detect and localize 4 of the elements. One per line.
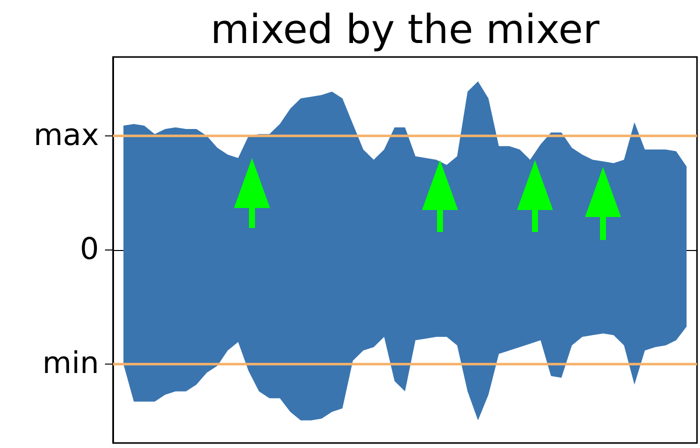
ref-line-label: max bbox=[34, 118, 99, 153]
chart-title: mixed by the mixer bbox=[210, 7, 600, 53]
ref-line-label: min bbox=[42, 346, 99, 382]
text: 0 bbox=[80, 232, 99, 267]
